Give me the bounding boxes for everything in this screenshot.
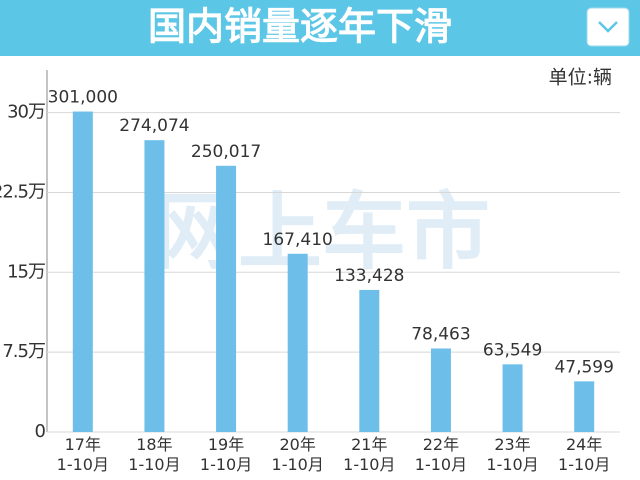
value-label: 301,000 xyxy=(48,88,118,108)
value-label: 167,410 xyxy=(263,230,333,250)
bar xyxy=(430,348,451,432)
x-tick-label: 20年 1-10月 xyxy=(272,435,324,474)
x-tick-line: 23年 xyxy=(494,435,530,454)
bar xyxy=(502,364,523,432)
x-tick-line: 22年 xyxy=(423,435,459,454)
x-tick-line: 1-10月 xyxy=(558,455,610,474)
bar xyxy=(72,111,93,432)
y-tick-label: 7.5万 xyxy=(2,341,45,362)
dropdown-chevron xyxy=(598,21,618,33)
dropdown-button[interactable] xyxy=(586,7,630,47)
watermark: 网上车市 xyxy=(154,183,490,281)
y-tick-label: 0 xyxy=(35,421,46,442)
value-label: 250,017 xyxy=(191,142,261,162)
value-label: 63,549 xyxy=(483,340,542,360)
x-tick-line: 1-10月 xyxy=(415,455,467,474)
x-tick-line: 17年 xyxy=(65,435,101,454)
unit-label: 单位:辆 xyxy=(549,67,612,89)
bar xyxy=(574,381,595,432)
bar xyxy=(359,289,380,432)
y-tick-label: 30万 xyxy=(7,102,45,123)
dropdown-box[interactable] xyxy=(586,7,630,47)
x-tick-label: 24年 1-10月 xyxy=(558,435,610,474)
x-tick-line: 20年 xyxy=(280,435,316,454)
x-tick-label: 22年 1-10月 xyxy=(415,435,467,474)
value-label: 78,463 xyxy=(411,324,470,344)
x-tick-line: 1-10月 xyxy=(272,455,324,474)
x-tick-line: 1-10月 xyxy=(343,455,395,474)
x-tick-line: 21年 xyxy=(351,435,387,454)
value-label: 274,074 xyxy=(119,116,189,136)
bar xyxy=(216,165,237,433)
title-banner xyxy=(0,0,640,56)
x-tick-label: 18年 1-10月 xyxy=(128,435,180,474)
y-tick-label: 22.5万 xyxy=(0,181,45,202)
value-label: 47,599 xyxy=(554,357,613,377)
x-tick-label: 17年 1-10月 xyxy=(57,435,109,474)
x-tick-line: 1-10月 xyxy=(128,455,180,474)
value-label: 133,428 xyxy=(334,266,404,286)
x-tick-label: 21年 1-10月 xyxy=(343,435,395,474)
x-tick-label: 23年 1-10月 xyxy=(486,435,538,474)
bar xyxy=(287,253,308,432)
x-tick-line: 1-10月 xyxy=(486,455,538,474)
chart-title: 国内销量逐年下滑 xyxy=(148,5,452,49)
x-tick-line: 1-10月 xyxy=(200,455,252,474)
x-tick-line: 24年 xyxy=(566,435,602,454)
x-tick-line: 18年 xyxy=(136,435,172,454)
x-tick-line: 1-10月 xyxy=(57,455,109,474)
x-tick-line: 19年 xyxy=(208,435,244,454)
x-tick-label: 19年 1-10月 xyxy=(200,435,252,474)
y-tick-label: 15万 xyxy=(7,261,45,282)
bar xyxy=(144,140,165,432)
